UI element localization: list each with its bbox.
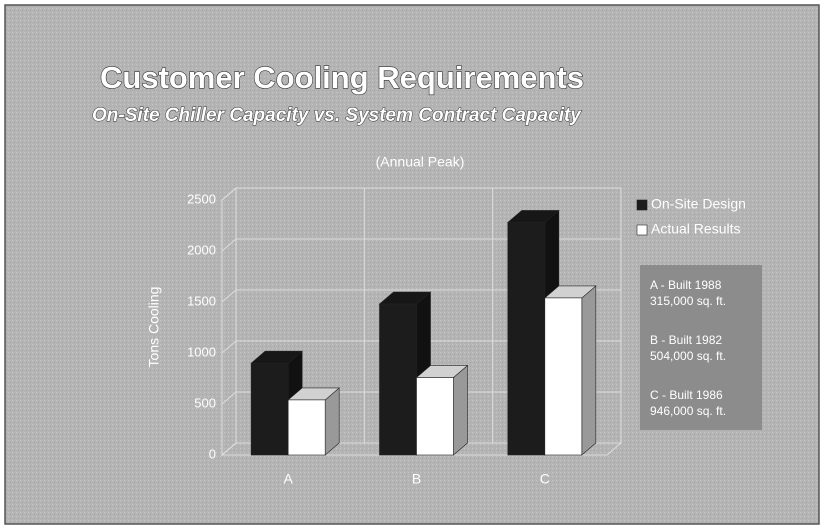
y-axis-label: Tons Cooling — [146, 287, 162, 368]
bar — [416, 377, 454, 456]
note-text: 315,000 sq. ft. — [650, 294, 726, 308]
x-tick-label: C — [540, 471, 550, 487]
bar — [287, 399, 326, 456]
bar — [250, 362, 289, 456]
chart-subtitle: On-Site Chiller Capacity vs. System Cont… — [92, 105, 582, 126]
bar — [379, 303, 417, 456]
notes-box — [640, 265, 762, 430]
bar-side — [453, 364, 468, 456]
legend-swatch — [636, 224, 648, 236]
grid-line — [221, 289, 237, 303]
grid-line — [221, 391, 237, 405]
chart-caption: (Annual Peak) — [376, 154, 465, 170]
bar-side — [581, 285, 597, 456]
y-tick-label: 1500 — [187, 293, 216, 308]
y-tick-label: 2500 — [187, 191, 216, 206]
note-text: B - Built 1982 — [650, 333, 722, 347]
note-text: A - Built 1988 — [650, 278, 722, 292]
grid-line — [221, 442, 237, 456]
legend-swatch — [636, 199, 648, 211]
bar — [544, 297, 583, 456]
grid-line — [221, 238, 237, 252]
grid-line — [221, 340, 237, 354]
legend-label: Actual Results — [651, 221, 740, 237]
y-tick-label: 2000 — [187, 242, 216, 257]
x-tick-label: B — [412, 471, 421, 487]
y-tick-label: 500 — [194, 395, 216, 410]
y-tick-label: 0 — [209, 446, 216, 461]
chart-title: Customer Cooling Requirements — [100, 60, 584, 95]
grid-line — [221, 187, 237, 201]
y-tick-label: 1000 — [187, 344, 216, 359]
note-text: 504,000 sq. ft. — [650, 349, 726, 363]
legend-label: On-Site Design — [651, 196, 746, 212]
bar — [507, 222, 546, 456]
x-tick-label: A — [283, 471, 293, 487]
note-text: C - Built 1986 — [650, 388, 723, 402]
note-text: 946,000 sq. ft. — [650, 404, 726, 418]
